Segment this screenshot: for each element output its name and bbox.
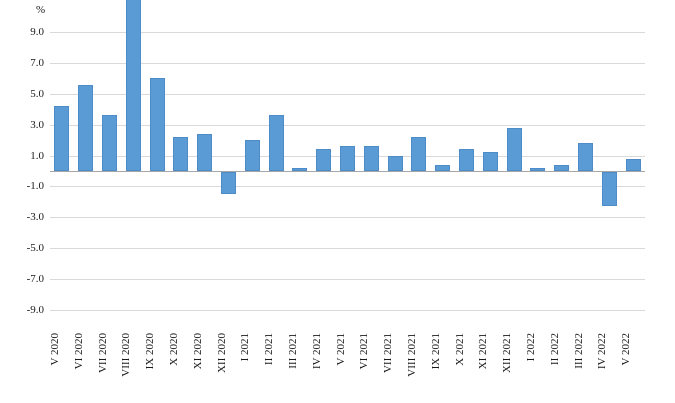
- bar-XII 2021: [506, 127, 522, 171]
- x-tick-label: VII 2021: [382, 333, 395, 374]
- gridline: [50, 32, 645, 33]
- bar-XI 2020: [197, 133, 213, 171]
- bar-XI 2021: [482, 152, 498, 171]
- bar-VI 2020: [78, 84, 94, 171]
- gridline: [50, 248, 645, 250]
- x-tick-label: V 2020: [48, 333, 61, 366]
- y-tick-label: 1.0: [30, 149, 44, 162]
- x-tick-label: IX 2020: [144, 333, 157, 370]
- gridline: [50, 186, 645, 188]
- bar-XII 2020: [221, 172, 236, 194]
- bar-IV 2022: [601, 172, 617, 206]
- gridline: [50, 93, 645, 95]
- bar-IX 2020: [149, 78, 165, 171]
- bar-II 2021: [268, 115, 284, 171]
- bar-I 2022: [530, 167, 546, 171]
- x-tick-label: V 2022: [620, 333, 633, 366]
- x-tick-label: I 2022: [524, 333, 537, 362]
- x-tick-label: II 2022: [548, 333, 561, 366]
- bar-VI 2021: [363, 146, 379, 171]
- x-tick-label: XI 2021: [477, 333, 490, 370]
- bar-VII 2020: [102, 115, 117, 171]
- y-tick-label: -9.0: [26, 304, 44, 316]
- x-tick-label: XI 2020: [191, 333, 204, 370]
- x-tick-label: III 2022: [572, 333, 585, 369]
- x-tick-label: VIII 2020: [120, 333, 133, 377]
- gridline: [50, 217, 645, 219]
- plot-area: [50, 0, 645, 311]
- bar-VII 2021: [387, 155, 403, 171]
- x-tick-label: VI 2021: [358, 333, 371, 370]
- y-tick-label: 5.0: [30, 87, 44, 100]
- gridline: [50, 279, 645, 281]
- x-tick-label: X 2021: [453, 333, 466, 366]
- x-tick-label: X 2020: [167, 333, 180, 366]
- bar-II 2022: [554, 164, 570, 171]
- y-tick-label: 3.0: [30, 118, 44, 131]
- y-tick-label: -7.0: [26, 273, 44, 286]
- x-tick-label: II 2021: [263, 333, 276, 366]
- x-tick-label: I 2021: [239, 333, 252, 362]
- bar-I 2021: [244, 140, 260, 171]
- x-tick-label: IX 2021: [429, 333, 442, 370]
- x-tick-label: VIII 2021: [405, 333, 418, 377]
- bar-X 2021: [459, 149, 474, 171]
- x-tick-label: IV 2022: [596, 333, 609, 370]
- x-tick-label: III 2021: [286, 333, 299, 369]
- gridline: [50, 310, 645, 311]
- x-tick-label: V 2021: [334, 333, 347, 366]
- bar-V 2022: [625, 158, 641, 171]
- bar-III 2022: [578, 143, 593, 171]
- y-tick-label: -3.0: [26, 211, 44, 224]
- bar-VIII 2021: [411, 137, 427, 171]
- x-tick-label: IV 2021: [310, 333, 323, 370]
- y-tick-label: 7.0: [30, 56, 44, 69]
- bar-IV 2021: [316, 149, 332, 171]
- y-tick-label: -1.0: [26, 180, 44, 193]
- y-tick-label: -5.0: [26, 242, 44, 255]
- x-tick-label: XII 2021: [501, 333, 514, 374]
- bar-V 2021: [340, 146, 355, 171]
- bar-VIII 2020: [125, 0, 141, 171]
- x-tick-label: VI 2020: [72, 333, 85, 370]
- gridline: [50, 62, 645, 64]
- x-tick-label: XII 2020: [215, 333, 228, 374]
- bar-X 2020: [173, 137, 189, 171]
- y-tick-label: 9.0: [30, 26, 44, 38]
- x-tick-label: VII 2020: [96, 333, 109, 374]
- y-axis-unit-label: %: [36, 4, 46, 16]
- bar-III 2021: [292, 167, 308, 171]
- x-axis-zero-line: [50, 171, 645, 172]
- gridline: [50, 124, 645, 126]
- bar-V 2020: [54, 106, 70, 171]
- bar-IX 2021: [435, 164, 451, 171]
